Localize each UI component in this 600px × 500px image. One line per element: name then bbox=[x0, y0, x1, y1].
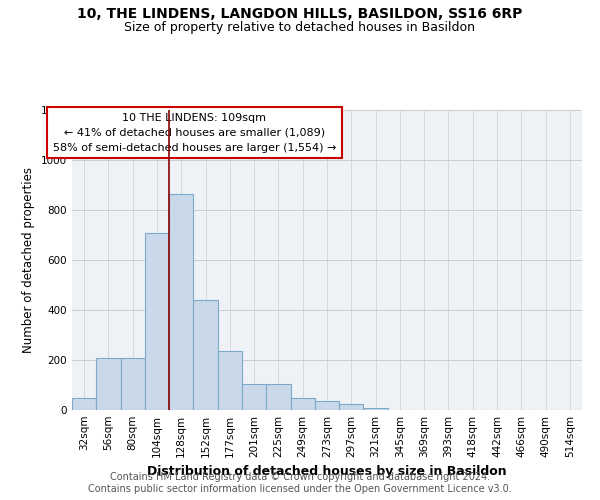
Bar bbox=[315, 400, 339, 410]
Bar bbox=[169, 194, 193, 410]
Bar bbox=[193, 300, 218, 410]
Text: Size of property relative to detached houses in Basildon: Size of property relative to detached ho… bbox=[125, 21, 476, 34]
Bar bbox=[364, 408, 388, 410]
X-axis label: Distribution of detached houses by size in Basildon: Distribution of detached houses by size … bbox=[147, 466, 507, 478]
Y-axis label: Number of detached properties: Number of detached properties bbox=[22, 167, 35, 353]
Bar bbox=[72, 398, 96, 410]
Text: 10, THE LINDENS, LANGDON HILLS, BASILDON, SS16 6RP: 10, THE LINDENS, LANGDON HILLS, BASILDON… bbox=[77, 8, 523, 22]
Bar bbox=[290, 398, 315, 410]
Bar bbox=[218, 351, 242, 410]
Bar bbox=[339, 404, 364, 410]
Bar bbox=[242, 384, 266, 410]
Text: Contains HM Land Registry data © Crown copyright and database right 2024.: Contains HM Land Registry data © Crown c… bbox=[110, 472, 490, 482]
Bar bbox=[121, 358, 145, 410]
Text: Contains public sector information licensed under the Open Government Licence v3: Contains public sector information licen… bbox=[88, 484, 512, 494]
Text: 10 THE LINDENS: 109sqm
← 41% of detached houses are smaller (1,089)
58% of semi-: 10 THE LINDENS: 109sqm ← 41% of detached… bbox=[53, 113, 336, 152]
Bar bbox=[145, 232, 169, 410]
Bar bbox=[96, 358, 121, 410]
Bar bbox=[266, 384, 290, 410]
